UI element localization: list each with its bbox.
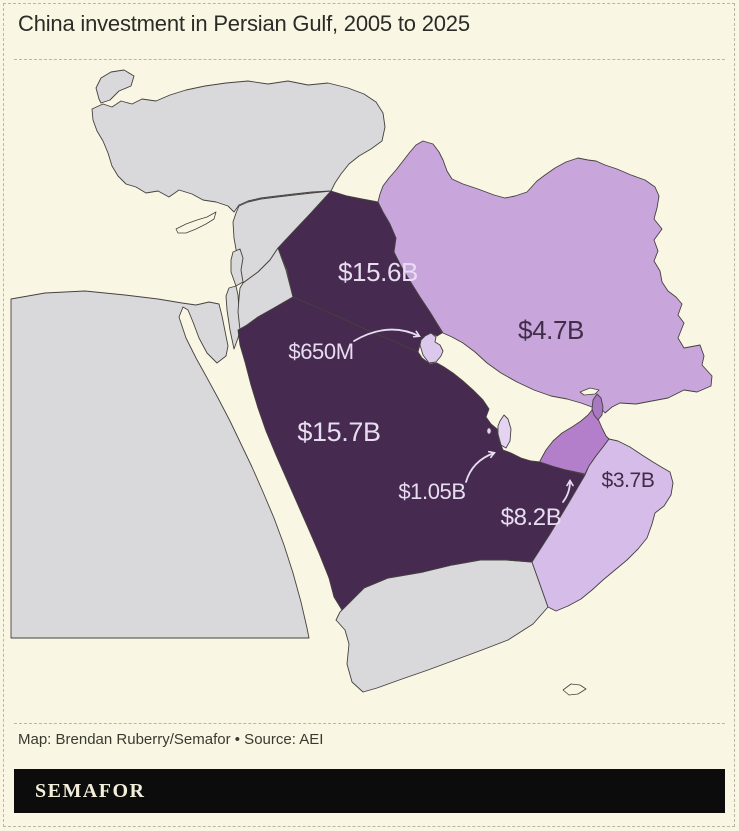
label-oman-value: $3.7B [602, 469, 655, 492]
island-cyprus [175, 211, 217, 234]
island-socotra [562, 683, 587, 696]
semafor-wordmark: SEMAFOR [35, 779, 146, 802]
annotation-arrows [353, 328, 574, 503]
country-lebanon [230, 248, 244, 287]
gulf-countries [237, 140, 713, 612]
country-uae [539, 409, 610, 475]
arrow-to-qatar [465, 450, 496, 483]
semafor-logo-bar: SEMAFOR [14, 769, 725, 813]
country-bahrain [486, 427, 492, 435]
country-israel [225, 285, 242, 350]
country-qatar [497, 414, 512, 449]
credit-line: Map: Brendan Ruberry/Semafor • Source: A… [18, 731, 324, 748]
arrow-to-kuwait [353, 328, 421, 342]
footer-divider [14, 723, 725, 724]
label-qatar-value: $1.05B [398, 479, 465, 504]
value-labels: $15.6B $650M $4.7B $15.7B $1.05B $8.2B $… [288, 257, 654, 531]
country-musandam [591, 393, 604, 421]
label-saudi-value: $15.7B [297, 417, 380, 447]
chart-title: China investment in Persian Gulf, 2005 t… [18, 11, 470, 36]
country-egypt [10, 290, 310, 639]
island-qeshm [579, 387, 600, 396]
label-uae-value: $8.2B [501, 504, 562, 531]
country-turkey [91, 80, 386, 213]
country-oman [531, 438, 674, 612]
label-kuwait-value: $650M [288, 339, 353, 364]
label-iraq-value: $15.6B [338, 257, 418, 287]
country-kuwait [419, 332, 444, 364]
country-iran [377, 140, 713, 414]
title-divider [14, 59, 725, 60]
label-iran-value: $4.7B [518, 315, 584, 345]
country-turkey-thrace [95, 69, 135, 104]
arrow-to-uae [562, 478, 574, 503]
neutral-countries [10, 69, 587, 696]
